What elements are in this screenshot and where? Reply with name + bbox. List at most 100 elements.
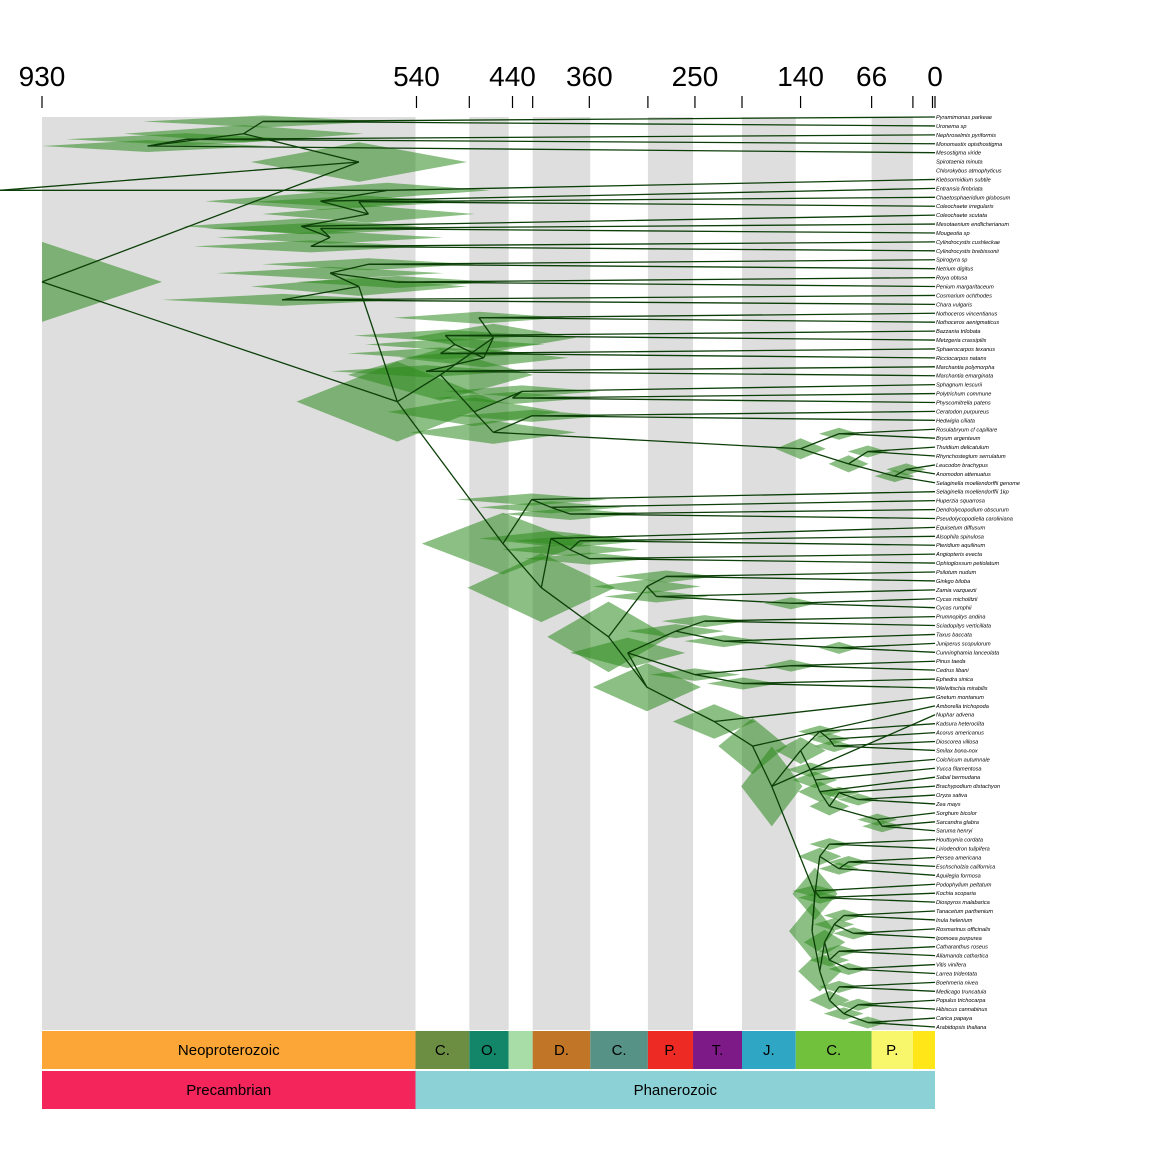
branch: [833, 915, 845, 925]
branch: [282, 294, 936, 301]
taxon-label: Selaginella moellendorffii genome: [936, 481, 1020, 487]
taxon-label: Pteridium aquilinum: [936, 543, 985, 549]
branch: [843, 914, 936, 921]
branch: [838, 981, 936, 988]
branch: [440, 352, 936, 359]
branch: [310, 236, 331, 247]
node-age-interval: [262, 205, 475, 223]
branch: [368, 259, 936, 265]
taxon-label: Dendrolycopodium obscurum: [936, 508, 1009, 514]
taxon-label: Gnetum montanum: [936, 695, 984, 701]
branch: [751, 745, 773, 787]
taxon-label: Alsophila spinulosa: [935, 534, 984, 540]
taxon-label: Smilax bona-nox: [936, 748, 978, 754]
taxon-label: Rhynchostegium serrulatum: [936, 454, 1006, 460]
branch: [397, 281, 936, 288]
branch: [387, 178, 936, 191]
branch: [829, 731, 936, 740]
taxon-label: Arabidopsis thaliana: [935, 1025, 986, 1031]
taxon-label: Cunninghamia lanceolata: [936, 650, 999, 656]
branch: [800, 448, 849, 465]
node-age-interval: [205, 192, 436, 211]
branch: [478, 317, 494, 339]
taxon-label: Rosmarinus officinalis: [936, 927, 991, 933]
branch: [320, 227, 936, 234]
era-box: [42, 1071, 416, 1109]
period-box: [912, 1031, 935, 1069]
taxon-label: Zea mays: [935, 802, 961, 808]
branch: [694, 673, 744, 685]
taxon-label: Marchantia polymorpha: [936, 365, 994, 371]
taxon-label: Rosulabryum cf capillare: [936, 427, 997, 433]
taxon-label: Nothoceros vincentianus: [936, 311, 997, 317]
taxon-label: Ricciocarpos natans: [936, 356, 987, 362]
branch: [512, 397, 936, 404]
branch: [440, 348, 936, 355]
branch: [426, 366, 936, 372]
node-age-interval: [393, 311, 565, 324]
branch: [714, 696, 936, 723]
branch: [656, 595, 792, 604]
branch: [589, 553, 936, 560]
taxon-label: Ephedra sinica: [936, 677, 973, 683]
branch: [843, 1013, 869, 1024]
geologic-timescale: Neoproterozoic C. O. D. C. P. T. J. C. P. Precambr…: [42, 1031, 935, 1109]
period-box: [532, 1031, 591, 1069]
branch: [723, 640, 840, 649]
branch: [819, 892, 936, 899]
branch: [262, 120, 936, 127]
branch: [540, 587, 609, 638]
branch: [829, 838, 936, 845]
branch: [858, 999, 936, 1006]
branch: [906, 464, 936, 471]
branch: [320, 228, 331, 238]
branch: [440, 337, 494, 376]
taxon-label: Oryza sativa: [936, 793, 967, 799]
branch: [445, 334, 936, 341]
taxon-label: Monomastix opisthostigma: [936, 142, 1002, 148]
taxon-label: Dioscorea villosa: [936, 740, 978, 746]
branch: [752, 705, 936, 747]
branch: [540, 538, 552, 588]
branch: [444, 335, 456, 345]
branch: [579, 535, 936, 542]
taxon-label: Coleochaete scutata: [936, 213, 987, 219]
branch: [694, 665, 792, 676]
branch: [819, 730, 830, 740]
taxon-label: Spirotaenia minuta: [936, 160, 983, 166]
branch: [550, 537, 571, 551]
branch: [608, 636, 648, 688]
taxon-label: Entransia fimbriata: [936, 186, 983, 192]
branch: [814, 779, 821, 792]
branch: [843, 910, 936, 917]
taxon-label: Pinus taeda: [936, 659, 966, 665]
branch: [858, 794, 936, 801]
branch: [531, 415, 936, 421]
taxon-label: Ophioglossum petiolatum: [936, 561, 999, 567]
taxon-label: Pyramimonas parkeae: [936, 115, 992, 121]
period-label: P.: [886, 1042, 898, 1059]
axis-tick-label: 360: [566, 61, 613, 92]
period-label: J.: [763, 1042, 775, 1059]
period-label: C.: [435, 1042, 450, 1059]
branch: [41, 281, 398, 403]
taxon-label: Mougeotia sp: [936, 231, 970, 237]
branch: [301, 213, 369, 227]
branch: [828, 986, 840, 1001]
taxon-label: Coleochaete irregularis: [936, 204, 994, 210]
branch: [742, 682, 936, 689]
branch: [320, 187, 936, 202]
taxon-label: Diospyros malabarica: [936, 900, 990, 906]
branch: [310, 241, 936, 248]
branch: [666, 571, 936, 578]
branch: [790, 598, 936, 604]
branch: [656, 589, 936, 598]
taxon-label: Sabal bermudana: [936, 775, 980, 781]
branch: [473, 390, 523, 413]
period-box: [741, 1031, 796, 1069]
taxon-label: Nothoceros aenigmaticus: [936, 320, 999, 326]
branch: [858, 1004, 936, 1010]
branch: [646, 575, 667, 588]
branch: [790, 602, 936, 609]
taxon-label: Angiopteris evecta: [935, 552, 982, 558]
